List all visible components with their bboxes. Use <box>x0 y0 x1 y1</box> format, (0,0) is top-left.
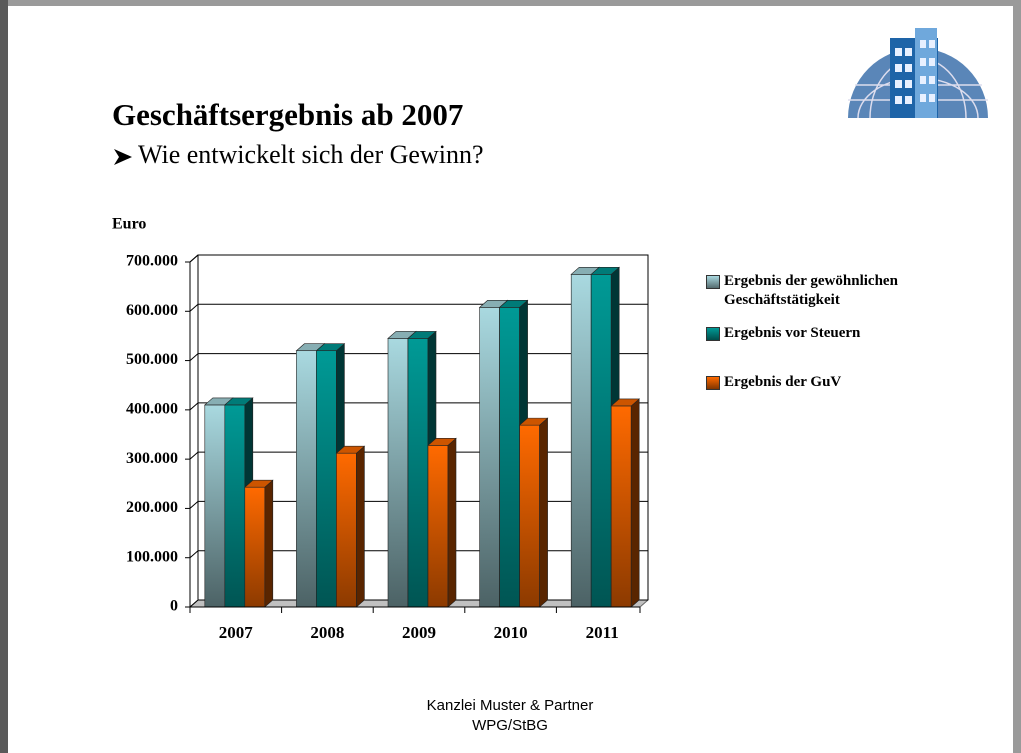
legend-swatch <box>706 376 720 390</box>
bar-top <box>590 267 620 275</box>
border-top <box>0 0 1021 6</box>
bar-group <box>610 398 640 608</box>
y-tick-label: 100.000 <box>126 548 178 565</box>
footer-line: Kanzlei Muster & Partner <box>426 697 594 714</box>
bar-top <box>427 438 457 446</box>
legend-item: Ergebnis vor Steuern <box>706 324 936 343</box>
x-tick-label: 2009 <box>402 623 436 642</box>
title: Geschäftsergebnis ab 2007 <box>112 97 463 132</box>
bar <box>336 452 357 608</box>
y-tick-label: 500.000 <box>126 351 178 368</box>
legend-label: Ergebnis der gewöhnlichen Geschäftstätig… <box>724 273 898 308</box>
bar <box>499 307 520 608</box>
bar <box>590 274 612 608</box>
x-tick-label: 2010 <box>494 623 528 642</box>
x-tick-label: 2011 <box>586 623 619 642</box>
bar-top <box>244 479 274 488</box>
bar-top <box>315 343 346 352</box>
bar-side <box>539 417 548 608</box>
legend-item: Ergebnis der gewöhnlichen Geschäftstätig… <box>706 272 936 310</box>
bar-side <box>630 398 640 608</box>
bar <box>570 274 592 608</box>
border-left <box>0 0 8 753</box>
bar <box>316 350 337 608</box>
y-tick-label: 300.000 <box>126 450 178 467</box>
bar-group <box>518 417 549 608</box>
legend-swatch <box>706 275 720 289</box>
grid-line <box>189 451 199 460</box>
grid-line <box>189 402 199 411</box>
bar <box>224 404 246 608</box>
legend-label: Ergebnis vor Steuern <box>724 325 861 341</box>
grid-line <box>189 501 199 509</box>
bar <box>296 350 317 608</box>
bar-top <box>518 417 549 426</box>
grid-line <box>189 353 199 361</box>
y-axis-label: Euro <box>112 216 146 233</box>
bar <box>519 424 540 608</box>
legend-item: Ergebnis der GuV <box>706 373 936 392</box>
bar <box>427 445 449 608</box>
bar-group <box>427 437 457 608</box>
bullet <box>114 149 132 165</box>
bar-top <box>224 397 254 406</box>
bar <box>610 405 632 608</box>
footer: Kanzlei Muster & Partner WPG/StBG <box>360 696 660 736</box>
footer-line: WPG/StBG <box>472 717 548 734</box>
bar-top <box>610 398 640 407</box>
logo <box>848 28 988 119</box>
bar-top <box>498 300 529 308</box>
x-tick-label: 2008 <box>310 623 344 642</box>
bar <box>204 404 226 608</box>
grid-line <box>189 599 199 608</box>
grid-line <box>189 254 199 263</box>
legend-swatch <box>706 327 720 341</box>
y-tick-label: 200.000 <box>126 499 178 516</box>
bar-top <box>335 445 366 454</box>
legend: Ergebnis der gewöhnlichen Geschäftstätig… <box>706 272 936 406</box>
y-tick-label: 600.000 <box>126 302 178 319</box>
x-tick-label: 2007 <box>219 623 254 642</box>
subtitle: Wie entwickelt sich der Gewinn? <box>138 140 484 169</box>
y-tick-label: 700.000 <box>126 253 178 270</box>
y-tick-label: 400.000 <box>126 401 178 418</box>
bar-side <box>447 437 457 608</box>
bar <box>387 338 409 608</box>
grid-line <box>189 550 199 559</box>
bar <box>244 486 266 608</box>
grid-line <box>189 303 199 312</box>
bar-group <box>335 445 366 608</box>
bar-side <box>264 479 274 608</box>
bar-side <box>356 445 365 608</box>
border-right <box>1013 0 1021 753</box>
bar <box>479 307 500 608</box>
bar-top <box>407 331 437 339</box>
y-tick-label: 0 <box>170 598 178 615</box>
legend-label: Ergebnis der GuV <box>724 374 842 390</box>
bar-group <box>244 479 274 608</box>
bar <box>407 338 429 608</box>
